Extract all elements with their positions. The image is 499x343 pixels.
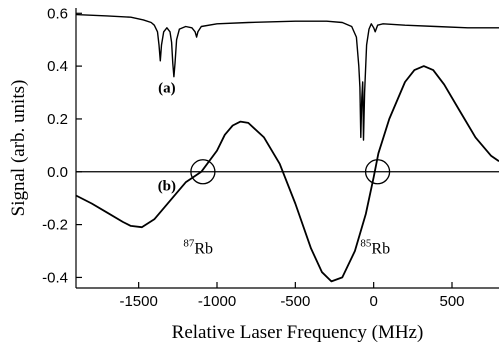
y-axis-ticks: -0.4 -0.2 0.0 0.2 0.4 0.6: [42, 5, 82, 286]
y-tick-label: -0.2: [42, 217, 68, 234]
marker-group: [190, 159, 391, 185]
x-tick-label: -1000: [198, 293, 236, 310]
series-line-a: [75, 13, 499, 141]
y-tick-label: 0.4: [47, 58, 68, 75]
x-tick-label: -1500: [119, 293, 157, 310]
circle-marker: [364, 159, 391, 185]
x-tick-label: 0: [369, 293, 377, 310]
isotope-label: 87Rb: [183, 238, 213, 258]
y-tick-label: -0.4: [42, 269, 68, 286]
x-tick-label: 500: [439, 293, 464, 310]
x-axis-title: Relative Laser Frequency (MHz): [172, 322, 424, 343]
y-tick-label: 0.2: [47, 111, 68, 128]
y-tick-label: 0.0: [47, 164, 68, 181]
series-group: [75, 13, 499, 283]
y-tick-label: 0.6: [47, 5, 68, 22]
trace-label: (a): [158, 81, 176, 97]
annotation-group: (a) (b) 87Rb 85Rb: [158, 81, 390, 258]
series-line-b: [75, 65, 499, 283]
y-axis-title: Signal (arb. units): [8, 80, 29, 217]
circle-marker: [190, 159, 216, 185]
x-tick-label: -500: [280, 293, 310, 310]
isotope-label: 85Rb: [360, 238, 390, 258]
x-axis-ticks: -1500 -1000 -500 0 500: [119, 282, 465, 310]
trace-label: (b): [158, 178, 176, 194]
